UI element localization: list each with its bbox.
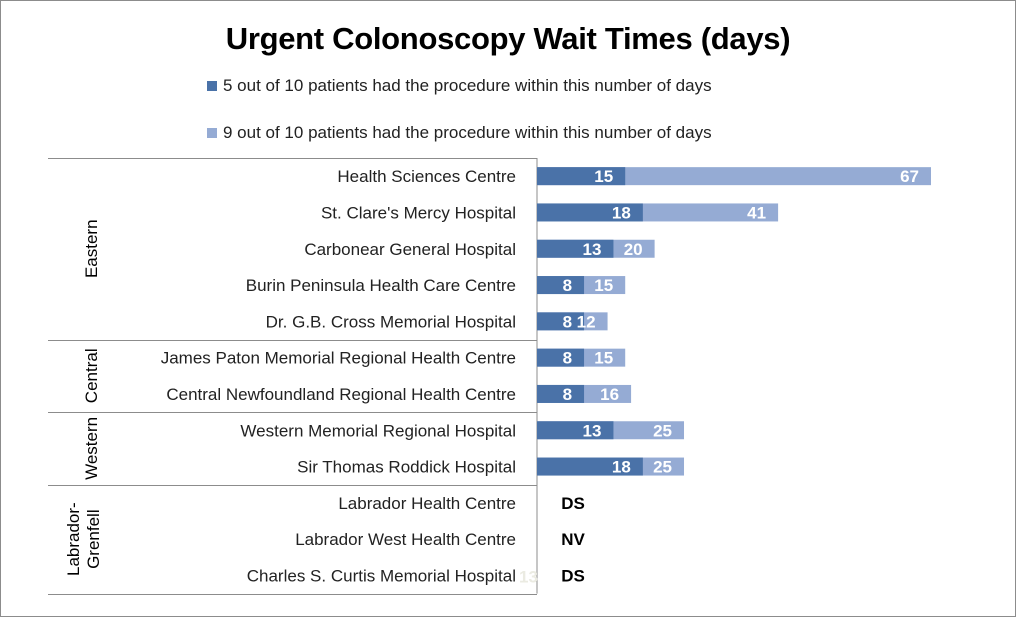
category-label: St. Clare's Mercy Hospital <box>321 203 516 222</box>
category-label: Western Memorial Regional Hospital <box>240 421 516 440</box>
category-label: Labrador Health Centre <box>338 494 516 513</box>
region-label-line: Central <box>82 348 101 403</box>
region-label-line: Grenfell <box>84 509 103 569</box>
region-label-1: Central <box>82 348 101 403</box>
category-label: Charles S. Curtis Memorial Hospital <box>247 566 516 585</box>
data-label-text: DS <box>561 494 585 513</box>
category-label: Sir Thomas Roddick Hospital <box>297 458 516 477</box>
legend-item-p90: 9 out of 10 patients had the procedure w… <box>207 123 712 143</box>
legend-swatch-p90 <box>207 128 217 138</box>
data-label-median: 15 <box>594 167 613 186</box>
bar-p90 <box>537 167 931 186</box>
bar-median <box>537 239 614 258</box>
region-label-line: Eastern <box>82 219 101 278</box>
legend-item-median: 5 out of 10 patients had the procedure w… <box>207 76 712 96</box>
data-label-p90: 15 <box>594 276 613 295</box>
bar-median <box>537 348 585 367</box>
data-label-median: 8 <box>563 276 572 295</box>
data-label-p90: 20 <box>624 240 643 259</box>
bar-median <box>537 384 585 403</box>
category-label: Carbonear General Hospital <box>304 240 516 259</box>
data-label-p90: 67 <box>900 167 919 186</box>
region-label-line: Labrador- <box>64 502 83 576</box>
bar-median <box>537 421 614 440</box>
data-label-median: 8 <box>563 312 572 331</box>
data-label-p90: 25 <box>653 421 672 440</box>
bar-median <box>537 276 585 295</box>
legend-swatch-median <box>207 81 217 91</box>
data-label-p90: 25 <box>653 458 672 477</box>
bar-median <box>537 203 643 222</box>
faint-annotation: 13 <box>519 567 538 586</box>
data-label-p90: 15 <box>594 349 613 368</box>
category-label: Dr. G.B. Cross Memorial Hospital <box>266 312 516 331</box>
data-label-median: 8 <box>563 385 572 404</box>
data-label-median: 13 <box>583 421 602 440</box>
data-label-p90: 41 <box>747 203 766 222</box>
data-label-p90: 12 <box>577 312 596 331</box>
data-label-p90: 16 <box>600 385 619 404</box>
bar-median <box>537 167 626 186</box>
data-label-text: DS <box>561 566 585 585</box>
region-label-line: Western <box>82 417 101 480</box>
data-label-median: 13 <box>583 240 602 259</box>
region-label-2: Western <box>82 417 101 480</box>
category-label: Burin Peninsula Health Care Centre <box>246 276 516 295</box>
region-label-0: Eastern <box>82 219 101 278</box>
data-label-median: 8 <box>563 349 572 368</box>
bar-median <box>537 312 585 331</box>
data-label-median: 18 <box>612 458 631 477</box>
legend-label-p90: 9 out of 10 patients had the procedure w… <box>223 123 712 142</box>
legend-label-median: 5 out of 10 patients had the procedure w… <box>223 76 712 95</box>
region-label-3: Labrador-Grenfell <box>64 502 103 576</box>
category-label: Health Sciences Centre <box>337 167 516 186</box>
category-label: Labrador West Health Centre <box>295 530 516 549</box>
category-label: Central Newfoundland Regional Health Cen… <box>166 385 516 404</box>
data-label-median: 18 <box>612 203 631 222</box>
chart-title: Urgent Colonoscopy Wait Times (days) <box>225 21 791 56</box>
category-label: James Paton Memorial Regional Health Cen… <box>161 349 516 368</box>
data-label-text: NV <box>561 530 585 549</box>
bar-median <box>537 457 643 476</box>
